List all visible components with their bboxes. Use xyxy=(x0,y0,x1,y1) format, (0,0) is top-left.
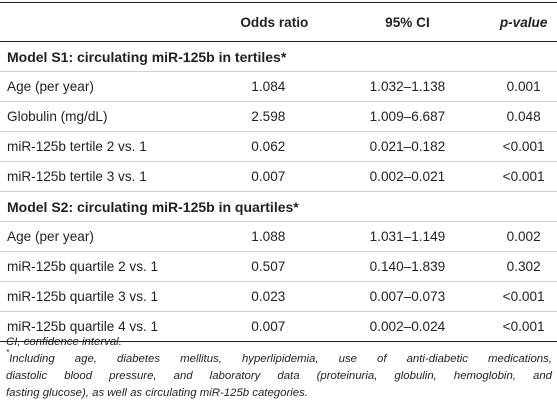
odds-ratio-value: 0.062 xyxy=(212,131,325,162)
row-label: miR-125b tertile 2 vs. 1 xyxy=(0,131,213,162)
row-label: miR-125b tertile 3 vs. 1 xyxy=(0,161,213,192)
p-value: 0.048 xyxy=(490,101,557,132)
ci-value: 1.032–1.138 xyxy=(324,71,491,102)
odds-ratio-value: 0.007 xyxy=(212,311,325,342)
table-row: Age (per year) 1.084 1.032–1.138 0.001 xyxy=(0,71,557,102)
table-row: Age (per year) 1.088 1.031–1.149 0.002 xyxy=(0,221,557,252)
footnote-text: Including age, diabetes mellitus, hyperl… xyxy=(9,353,552,365)
row-label: Age (per year) xyxy=(0,71,213,102)
footnote-line: fasting glucose), as well as circulating… xyxy=(6,387,308,399)
ci-value: 0.002–0.024 xyxy=(324,311,491,342)
p-value: 0.002 xyxy=(490,221,557,252)
p-value: <0.001 xyxy=(490,311,557,342)
ci-value: 0.007–0.073 xyxy=(324,281,491,312)
odds-ratio-value: 2.598 xyxy=(212,101,325,132)
ci-value: 1.031–1.149 xyxy=(324,221,491,252)
ci-value: 1.009–6.687 xyxy=(324,101,491,132)
header-95-ci: 95% CI xyxy=(324,2,491,42)
footnote-line: *Including age, diabetes mellitus, hyper… xyxy=(6,348,552,368)
table-footnotes: CI, confidence interval. *Including age,… xyxy=(6,334,552,402)
p-value: 0.001 xyxy=(490,71,557,102)
odds-ratio-value: 1.084 xyxy=(212,71,325,102)
table-header-row: Odds ratio 95% CI p-value xyxy=(0,2,557,42)
table-row: miR-125b tertile 2 vs. 1 0.062 0.021–0.1… xyxy=(0,131,557,162)
header-p-value: p-value xyxy=(490,2,557,42)
p-value: <0.001 xyxy=(490,131,557,162)
ci-value: 0.002–0.021 xyxy=(324,161,491,192)
section-title: Model S2: circulating miR-125b in quarti… xyxy=(0,191,557,222)
row-label: miR-125b quartile 4 vs. 1 xyxy=(0,311,213,342)
odds-ratio-value: 0.007 xyxy=(212,161,325,192)
odds-ratio-value: 0.507 xyxy=(212,251,325,282)
section-header-model-s2: Model S2: circulating miR-125b in quarti… xyxy=(0,191,557,222)
section-header-model-s1: Model S1: circulating miR-125b in tertil… xyxy=(0,41,557,72)
row-label: miR-125b quartile 3 vs. 1 xyxy=(0,281,213,312)
odds-ratio-table: Odds ratio 95% CI p-value Model S1: circ… xyxy=(0,2,557,342)
footnote-abbreviation: CI, confidence interval. xyxy=(6,336,122,348)
table-row: miR-125b quartile 2 vs. 1 0.507 0.140–1.… xyxy=(0,251,557,282)
table-row: miR-125b quartile 4 vs. 1 0.007 0.002–0.… xyxy=(0,311,557,342)
row-label: Age (per year) xyxy=(0,221,213,252)
ci-value: 0.140–1.839 xyxy=(324,251,491,282)
p-value: 0.302 xyxy=(490,251,557,282)
row-label: Globulin (mg/dL) xyxy=(0,101,213,132)
odds-ratio-value: 1.088 xyxy=(212,221,325,252)
header-variable xyxy=(0,2,213,42)
odds-ratio-value: 0.023 xyxy=(212,281,325,312)
header-odds-ratio: Odds ratio xyxy=(212,2,325,42)
footnote-marker: * xyxy=(6,348,10,357)
p-value: <0.001 xyxy=(490,281,557,312)
row-label: miR-125b quartile 2 vs. 1 xyxy=(0,251,213,282)
table-row: Globulin (mg/dL) 2.598 1.009–6.687 0.048 xyxy=(0,101,557,132)
footnote-line: diastolic blood pressure, and laboratory… xyxy=(6,370,552,382)
section-title: Model S1: circulating miR-125b in tertil… xyxy=(0,41,557,72)
table-row: miR-125b tertile 3 vs. 1 0.007 0.002–0.0… xyxy=(0,161,557,192)
table-row: miR-125b quartile 3 vs. 1 0.023 0.007–0.… xyxy=(0,281,557,312)
p-value: <0.001 xyxy=(490,161,557,192)
ci-value: 0.021–0.182 xyxy=(324,131,491,162)
